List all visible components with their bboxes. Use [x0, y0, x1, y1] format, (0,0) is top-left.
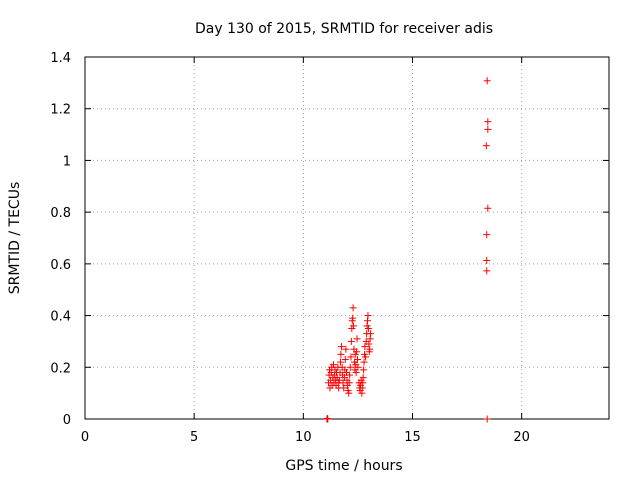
y-tick-label: 0 [63, 413, 71, 428]
data-point [483, 77, 491, 85]
x-axis-label: GPS time / hours [285, 458, 402, 474]
data-point [360, 366, 368, 374]
x-tick-label: 15 [404, 430, 421, 445]
y-tick-label: 0.4 [50, 310, 71, 325]
data-point [353, 335, 361, 343]
data-point [483, 267, 491, 275]
data-point [362, 353, 370, 361]
plot-frame [84, 56, 610, 420]
data-point [367, 330, 375, 338]
data-point [345, 379, 353, 387]
y-axis-label: SRMTID / TECUs [7, 182, 23, 295]
data-point [353, 356, 361, 364]
y-tick-label: 1 [63, 154, 71, 169]
y-tick-label: 0.6 [50, 258, 71, 273]
data-point [483, 415, 491, 423]
axis-ticks: 0 5 10 15 20 0 0.2 0.4 0.6 0.8 1 1.2 1.4 [50, 51, 609, 445]
data-point [329, 361, 337, 369]
data-point [347, 353, 355, 361]
data-point [335, 376, 343, 384]
data-point [483, 231, 491, 239]
data-point [349, 304, 357, 312]
data-point [361, 343, 369, 351]
data-point [360, 358, 368, 366]
data-point [359, 374, 367, 382]
data-point [366, 345, 374, 353]
y-tick-label: 0.2 [50, 361, 71, 376]
data-point [483, 256, 491, 264]
data-point [353, 348, 361, 356]
y-tick-label: 1.4 [50, 51, 71, 66]
x-tick-label: 10 [295, 430, 312, 445]
data-point [484, 118, 492, 126]
data-point [341, 356, 349, 364]
data-point [337, 350, 345, 358]
data-point [352, 368, 360, 376]
x-tick-label: 0 [81, 430, 89, 445]
data-point [346, 363, 354, 371]
data-point [364, 325, 372, 332]
data-point [339, 379, 347, 387]
data-point [484, 204, 492, 212]
data-point [342, 345, 350, 353]
data-point [340, 384, 348, 392]
data-point [346, 371, 354, 379]
data-points [323, 77, 492, 423]
data-point [349, 314, 357, 322]
y-tick-label: 0.8 [50, 206, 71, 221]
chart-title: Day 130 of 2015, SRMTID for receiver adi… [195, 21, 493, 37]
data-point [338, 343, 346, 351]
grid-lines [85, 57, 609, 419]
data-point [350, 322, 358, 330]
data-point [323, 414, 331, 422]
y-tick-label: 1.2 [50, 103, 71, 118]
data-point [484, 125, 492, 133]
data-point [345, 389, 353, 397]
data-point [365, 340, 373, 348]
data-point [347, 337, 355, 345]
data-point [482, 142, 490, 150]
data-point [354, 363, 362, 371]
data-point [364, 312, 372, 320]
data-point [336, 358, 344, 366]
x-tick-label: 5 [190, 430, 198, 445]
x-tick-label: 20 [513, 430, 530, 445]
